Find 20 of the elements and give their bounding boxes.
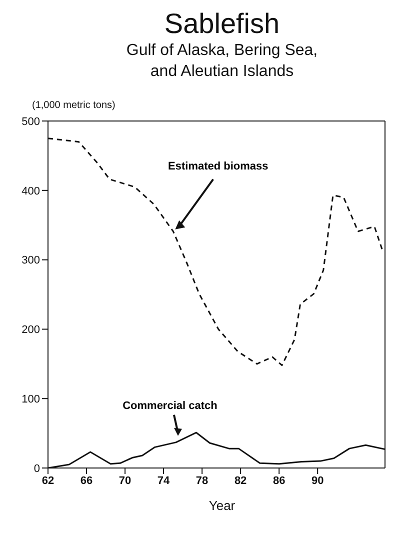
x-tick-label: 90 (311, 474, 324, 487)
y-tick-label: 200 (22, 324, 40, 336)
chart-title: Sablefish (163, 8, 281, 40)
x-tick-label: 78 (196, 474, 208, 487)
y-tick-label: 0 (34, 462, 40, 475)
x-tick-label: 62 (42, 474, 54, 487)
y-tick-label: 500 (22, 116, 40, 128)
x-tick-label: 74 (157, 474, 171, 487)
x-tick-label: 82 (234, 474, 247, 487)
y-tick-label: 400 (22, 185, 40, 198)
chart-subtitle: Gulf of Alaska, Bering Sea, and Aleutian Islands (125, 41, 319, 82)
y-tick-label: 100 (22, 394, 40, 406)
x-tick-label: 66 (80, 474, 93, 487)
annotation: Commercial catch (122, 400, 218, 412)
y-tick-label: 300 (22, 254, 40, 267)
x-tick-label: 86 (272, 474, 286, 487)
y-axis-title: (1,000 metric tons) (32, 100, 116, 111)
x-tick-label: 70 (118, 474, 132, 487)
annotation: Estimated biomass (168, 160, 268, 172)
x-axis-title: Year (208, 498, 236, 513)
